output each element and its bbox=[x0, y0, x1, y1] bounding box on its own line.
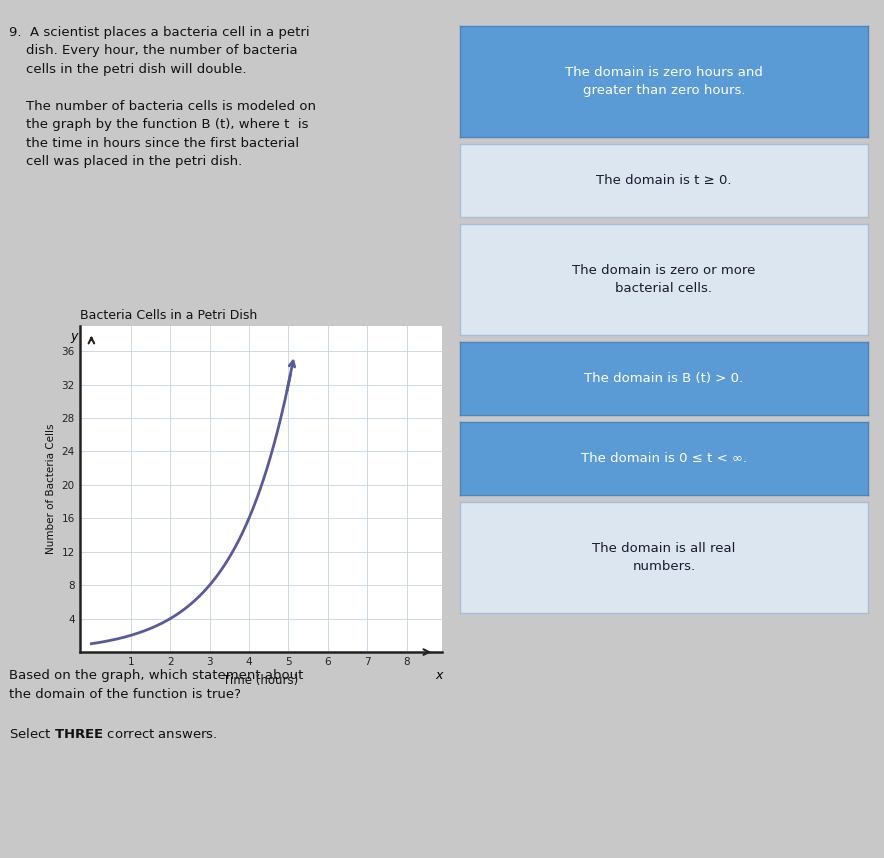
Text: The domain is 0 ≤ t < ∞.: The domain is 0 ≤ t < ∞. bbox=[581, 452, 747, 465]
Text: x: x bbox=[435, 669, 443, 682]
Text: The domain is B (t) > 0.: The domain is B (t) > 0. bbox=[584, 372, 743, 385]
Text: The domain is zero or more
bacterial cells.: The domain is zero or more bacterial cel… bbox=[572, 264, 756, 295]
X-axis label: Time (hours): Time (hours) bbox=[223, 674, 299, 687]
Text: The domain is t ≥ 0.: The domain is t ≥ 0. bbox=[596, 174, 732, 187]
Text: 9.  A scientist places a bacteria cell in a petri
    dish. Every hour, the numb: 9. A scientist places a bacteria cell in… bbox=[9, 26, 316, 168]
Text: Based on the graph, which statement about
the domain of the function is true?

S: Based on the graph, which statement abou… bbox=[9, 669, 303, 740]
Text: Bacteria Cells in a Petri Dish: Bacteria Cells in a Petri Dish bbox=[80, 309, 257, 322]
Text: The domain is zero hours and
greater than zero hours.: The domain is zero hours and greater tha… bbox=[565, 66, 763, 97]
Y-axis label: Number of Bacteria Cells: Number of Bacteria Cells bbox=[46, 424, 56, 554]
Text: The domain is all real
numbers.: The domain is all real numbers. bbox=[592, 542, 735, 573]
Text: y: y bbox=[70, 329, 77, 342]
